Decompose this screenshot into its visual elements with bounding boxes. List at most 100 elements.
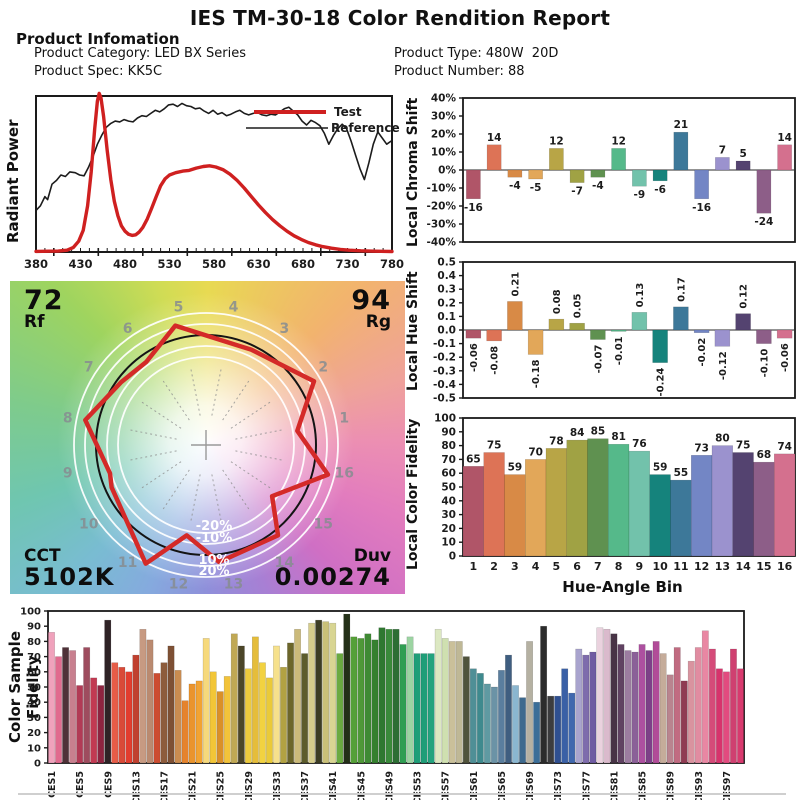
svg-text:-9: -9 — [634, 189, 646, 201]
bar — [357, 638, 365, 764]
svg-text:10: 10 — [441, 537, 456, 549]
svg-text:680: 680 — [291, 257, 315, 271]
svg-text:0.0: 0.0 — [437, 325, 456, 337]
bar — [732, 452, 754, 557]
svg-text:-0.5: -0.5 — [433, 393, 456, 405]
svg-text:CES61: CES61 — [469, 771, 480, 800]
svg-text:10%: 10% — [198, 553, 229, 568]
bar — [575, 648, 583, 764]
hue-angle-bin-x-axis-label: Hue-Angle Bin — [562, 578, 683, 596]
svg-text:70: 70 — [27, 652, 41, 663]
svg-text:76: 76 — [632, 438, 647, 450]
svg-text:0.08: 0.08 — [552, 289, 563, 314]
duv-label: Duv — [353, 546, 391, 566]
bar — [385, 628, 393, 764]
svg-text:CES97: CES97 — [722, 771, 733, 800]
product-category-label: Product Category: — [34, 46, 151, 61]
bar — [715, 157, 730, 171]
bar — [97, 685, 105, 764]
bar — [55, 656, 62, 764]
svg-text:0.13: 0.13 — [635, 283, 646, 308]
bar — [223, 676, 231, 764]
svg-text:1: 1 — [339, 410, 349, 426]
bar — [554, 695, 562, 764]
svg-text:59: 59 — [653, 462, 668, 474]
svg-text:-0.07: -0.07 — [593, 344, 604, 373]
svg-text:81: 81 — [611, 431, 626, 443]
svg-text:50: 50 — [27, 683, 41, 694]
svg-text:CES29: CES29 — [244, 771, 255, 800]
bar — [188, 683, 196, 764]
svg-text:-4: -4 — [509, 180, 521, 192]
product-type-value: 480W 20D — [485, 46, 559, 61]
color-sample-fidelity-panel: Color Sample Fidelity 0 10 20 30 40 50 60 70 80 9… — [0, 597, 800, 800]
bar — [462, 656, 470, 764]
svg-text:CES69: CES69 — [525, 771, 536, 800]
bar — [90, 677, 98, 764]
svg-text:12: 12 — [169, 576, 188, 592]
svg-text:-16: -16 — [692, 202, 711, 214]
bar — [652, 169, 668, 182]
svg-text:5: 5 — [739, 148, 746, 160]
bar — [465, 329, 482, 339]
svg-text:1: 1 — [470, 560, 478, 573]
svg-text:-0.06: -0.06 — [469, 343, 480, 372]
bar — [315, 619, 323, 764]
svg-text:16: 16 — [777, 560, 793, 573]
bar — [209, 671, 217, 764]
svg-text:20: 20 — [441, 523, 456, 535]
bar — [104, 619, 112, 764]
bar — [587, 438, 609, 557]
bar — [548, 318, 565, 331]
svg-text:55: 55 — [674, 467, 689, 479]
color-wheel-center-fade — [10, 281, 405, 594]
svg-text:-5: -5 — [530, 182, 542, 194]
bar — [181, 700, 189, 764]
bar — [527, 329, 544, 355]
bar — [343, 613, 351, 764]
bar — [735, 160, 751, 171]
svg-text:8: 8 — [63, 410, 73, 426]
product-spec-label: Product Spec: — [34, 64, 124, 79]
color-vector-graphic: 1 2 3 4 5 6 7 8 9 10 11 12 13 14 15 16 -20% -10% 10% 20% 72… — [10, 281, 405, 594]
bar — [486, 329, 502, 342]
bar — [486, 144, 502, 171]
bar — [617, 644, 625, 764]
bottom-divider — [18, 793, 786, 795]
bar — [714, 329, 731, 347]
svg-text:0%: 0% — [438, 165, 456, 177]
bar — [273, 645, 280, 764]
bar — [777, 144, 792, 171]
svg-text:-0.4: -0.4 — [433, 379, 456, 391]
bar — [336, 653, 344, 764]
cct-label: CCT — [24, 546, 61, 566]
svg-text:40: 40 — [441, 495, 456, 507]
bar — [666, 674, 674, 764]
svg-text:0.05: 0.05 — [573, 293, 584, 318]
bar — [462, 466, 484, 557]
svg-text:-24: -24 — [754, 216, 773, 228]
bar — [174, 670, 182, 764]
bar — [441, 638, 449, 764]
color-fidelity-y-axis-label: Local Color Fidelity — [405, 418, 421, 570]
bar — [687, 660, 695, 764]
bar — [364, 633, 372, 764]
svg-text:10: 10 — [27, 743, 41, 754]
svg-text:-16: -16 — [464, 202, 483, 214]
bar — [498, 670, 505, 764]
svg-text:CES85: CES85 — [638, 771, 649, 800]
svg-text:-6: -6 — [654, 184, 666, 196]
bar — [582, 654, 590, 764]
svg-text:0.3: 0.3 — [437, 284, 456, 296]
svg-text:13: 13 — [224, 576, 243, 592]
svg-text:CES21: CES21 — [188, 771, 199, 800]
svg-text:CES5: CES5 — [75, 771, 86, 798]
bar — [76, 685, 84, 764]
svg-text:CES1: CES1 — [47, 771, 58, 798]
bar — [694, 647, 702, 764]
hue-shift-panel: Local Hue Shift -0.5 -0.4 -0.3 -0.2 -0.1 0.0 0… — [405, 256, 800, 406]
bar — [735, 313, 751, 331]
bar — [715, 668, 723, 764]
svg-text:-20%: -20% — [427, 201, 457, 213]
svg-text:100: 100 — [434, 413, 456, 425]
